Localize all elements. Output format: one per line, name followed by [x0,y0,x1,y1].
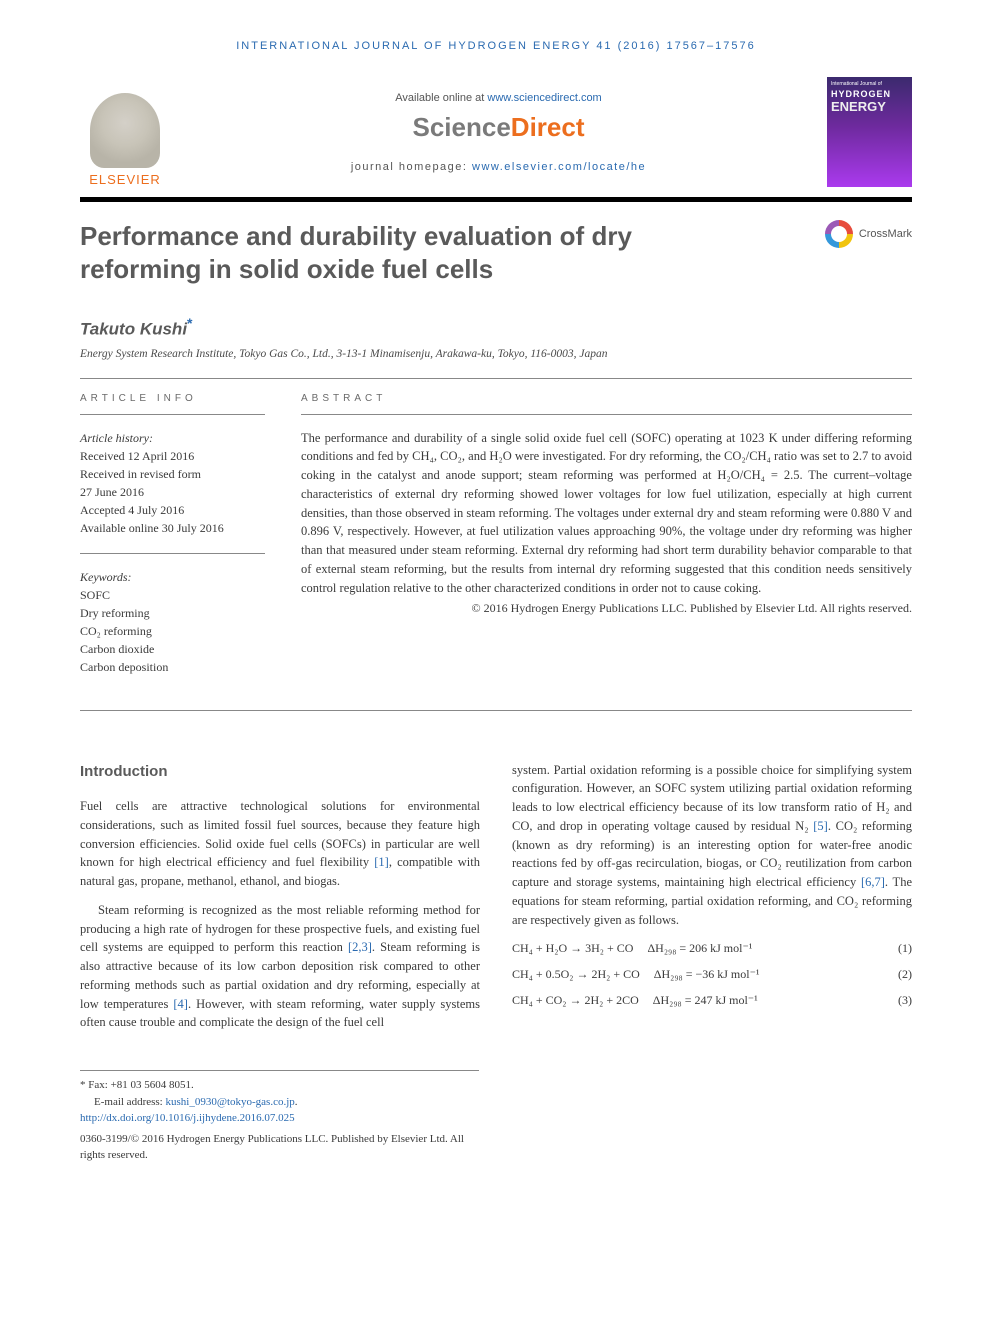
sd-word-1: Science [413,112,511,142]
journal-citation-header: INTERNATIONAL JOURNAL OF HYDROGEN ENERGY… [80,40,912,52]
history-received: Received 12 April 2016 [80,449,194,463]
keywords-label: Keywords: [80,570,132,584]
masthead-row: ELSEVIER Available online at www.science… [80,77,912,187]
info-rule-2 [80,553,265,554]
body-col-right: system. Partial oxidation reforming is a… [512,761,912,1043]
eq1-num: (1) [898,939,912,957]
body-columns: Introduction Fuel cells are attractive t… [80,761,912,1043]
article-title: Performance and durability evaluation of… [80,220,740,285]
elsevier-logo[interactable]: ELSEVIER [80,77,170,187]
fax-line: * Fax: +81 03 5604 8051. [80,1077,479,1094]
article-info-label: ARTICLE INFO [80,393,265,404]
eq3-lhs: CH₄ + CO₂ → 2H₂ + 2CO [512,991,639,1009]
article-history-block: Article history: Received 12 April 2016 … [80,429,265,537]
homepage-link[interactable]: www.elsevier.com/locate/he [472,161,646,173]
ref-link[interactable]: [6,7] [861,875,885,889]
mid-rule [80,710,912,711]
history-online: Available online 30 July 2016 [80,521,224,535]
crossmark-icon [825,220,853,248]
keyword: Dry reforming [80,606,150,620]
intro-p2: Steam reforming is recognized as the mos… [80,901,480,1032]
journal-cover-thumbnail[interactable]: International Journal of HYDROGEN ENERGY [827,77,912,187]
history-revised-1: Received in revised form [80,467,201,481]
eq3-num: (3) [898,991,912,1009]
email-везстакан[interactable]: kushi_0930@tokyo-gas.co.jp [165,1096,294,1108]
crossmark-label: CrossMark [859,228,912,240]
doi-link[interactable]: http://dx.doi.org/10.1016/j.ijhydene.201… [80,1112,295,1124]
footer-copyright: 0360-3199/© 2016 Hydrogen Energy Publica… [80,1131,479,1164]
eq1-lhs: CH₄ + H₂O → 3H₂ + CO [512,939,633,957]
body-col-left: Introduction Fuel cells are attractive t… [80,761,480,1043]
keyword: Carbon deposition [80,660,168,674]
equation-3: CH₄ + CO₂ → 2H₂ + 2CO ΔH₂₉₈ = 247 kJ mol⁻… [512,991,912,1009]
sciencedirect-link[interactable]: www.sciencedirect.com [487,92,601,104]
abstract-column: ABSTRACT The performance and durability … [301,393,912,692]
equation-2: CH₄ + 0.5O₂ → 2H₂ + CO ΔH₂₉₈ = −36 kJ mol… [512,965,912,983]
ref-link[interactable]: [2,3] [348,940,372,954]
abstract-text: The performance and durability of a sing… [301,429,912,598]
title-divider-bar [80,197,912,202]
ref-link[interactable]: [5] [813,819,828,833]
crossmark-badge[interactable]: CrossMark [825,220,912,248]
article-info-column: ARTICLE INFO Article history: Received 1… [80,393,265,692]
journal-homepage-line: journal homepage: www.elsevier.com/locat… [190,161,807,173]
eq2-num: (2) [898,965,912,983]
info-abstract-row: ARTICLE INFO Article history: Received 1… [80,393,912,692]
abs-rule [301,414,912,415]
abstract-label: ABSTRACT [301,393,912,404]
equation-1: CH₄ + H₂O → 3H₂ + CO ΔH₂₉₈ = 206 kJ mol⁻¹… [512,939,912,957]
footnote-block: * Fax: +81 03 5604 8051. E-mail address:… [80,1070,479,1164]
masthead-center: Available online at www.sciencedirect.co… [170,92,827,173]
cover-title-2: ENERGY [831,99,908,114]
history-label: Article history: [80,431,153,445]
keyword: CO₂ reforming [80,624,152,638]
author-line: Takuto Kushi* [80,315,912,340]
elsevier-tree-icon [90,93,160,168]
keyword: Carbon dioxide [80,642,154,656]
email-line: E-mail address: kushi_0930@tokyo-gas.co.… [80,1094,479,1111]
sciencedirect-logo[interactable]: ScienceDirect [190,112,807,143]
info-top-rule [80,378,912,379]
keyword: SOFC [80,588,110,602]
available-prefix: Available online at [395,92,487,104]
ref-link[interactable]: [1] [374,855,389,869]
title-row: Performance and durability evaluation of… [80,220,912,285]
info-rule-1 [80,414,265,415]
author-name: Takuto Kushi [80,320,187,339]
eq2-lhs: CH₄ + 0.5O₂ → 2H₂ + CO [512,965,640,983]
eq3-dh: ΔH₂₉₈ = 247 kJ mol⁻¹ [653,991,758,1009]
history-revised-2: 27 June 2016 [80,485,144,499]
abstract-copyright: © 2016 Hydrogen Energy Publications LLC.… [301,601,912,616]
sd-word-2: Direct [511,112,585,142]
elsevier-label: ELSEVIER [89,172,161,187]
keywords-block: Keywords: SOFC Dry reforming CO₂ reformi… [80,568,265,676]
col2-p1: system. Partial oxidation reforming is a… [512,761,912,930]
available-online-line: Available online at www.sciencedirect.co… [190,92,807,104]
history-accepted: Accepted 4 July 2016 [80,503,184,517]
cover-title-1: HYDROGEN [831,89,908,99]
affiliation: Energy System Research Institute, Tokyo … [80,348,912,360]
homepage-prefix: journal homepage: [351,161,472,173]
eq2-dh: ΔH₂₉₈ = −36 kJ mol⁻¹ [654,965,760,983]
cover-supertitle: International Journal of [831,81,908,87]
ref-link[interactable]: [4] [173,997,188,1011]
intro-p1: Fuel cells are attractive technological … [80,797,480,891]
corresponding-asterisk: * [187,315,192,331]
eq1-dh: ΔH₂₉₈ = 206 kJ mol⁻¹ [647,939,752,957]
intro-heading: Introduction [80,761,480,784]
